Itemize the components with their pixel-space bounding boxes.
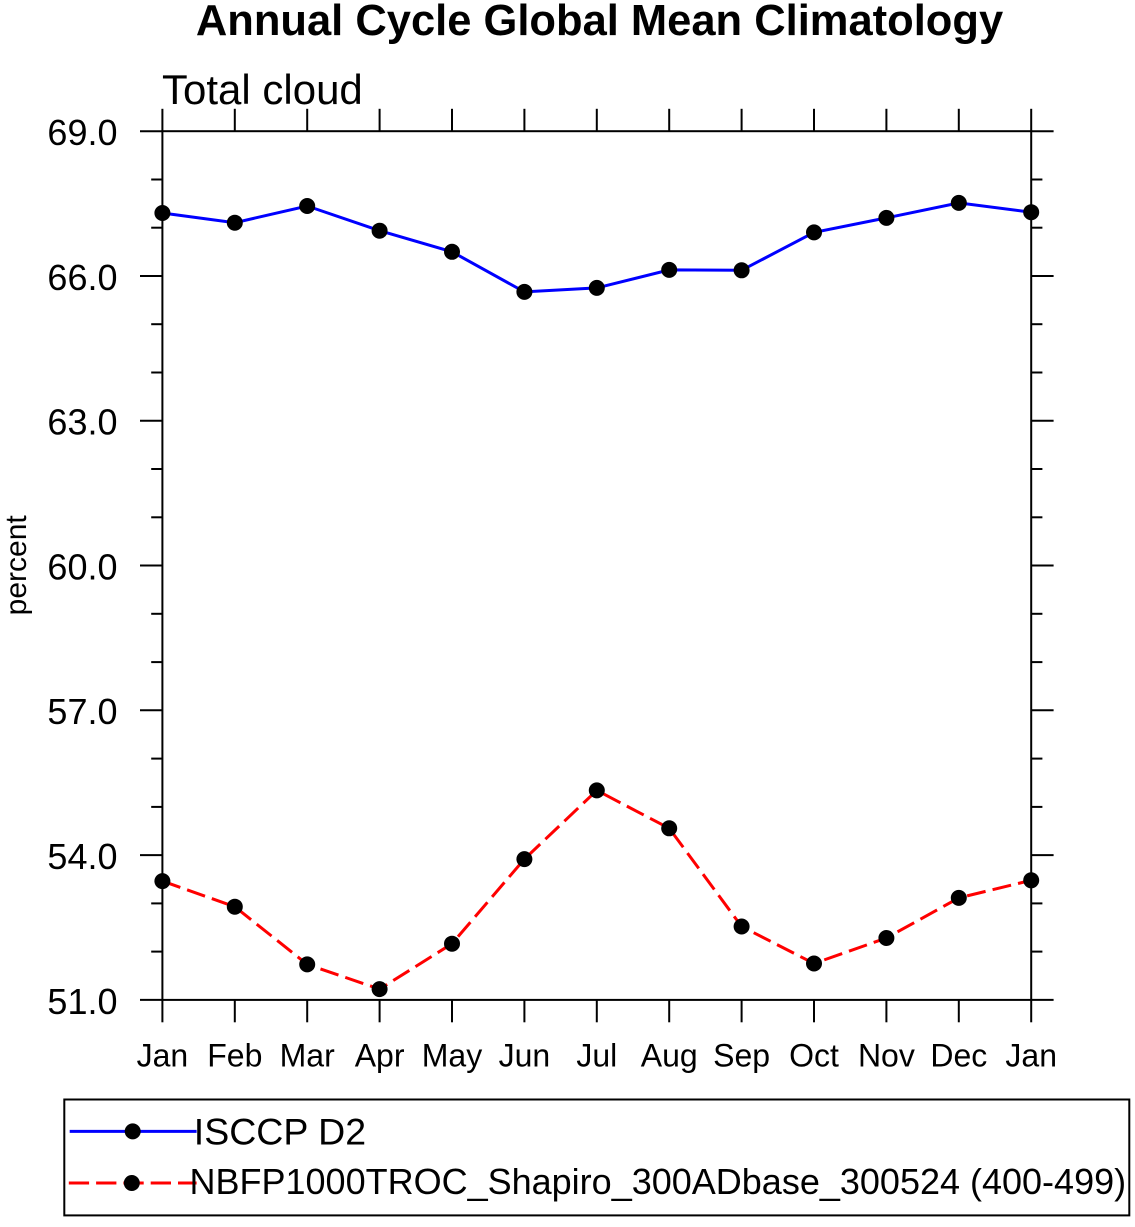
svg-text:Jan: Jan: [1005, 1038, 1057, 1074]
svg-text:NBFP1000TROC_Shapiro_300ADbase: NBFP1000TROC_Shapiro_300ADbase_300524 (4…: [190, 1161, 1127, 1202]
svg-text:66.0: 66.0: [47, 257, 117, 298]
svg-text:Jun: Jun: [499, 1038, 551, 1074]
svg-text:Feb: Feb: [207, 1038, 262, 1074]
svg-text:69.0: 69.0: [47, 112, 117, 153]
svg-text:Mar: Mar: [280, 1038, 335, 1074]
svg-text:Sep: Sep: [713, 1038, 770, 1074]
svg-text:ISCCP D2: ISCCP D2: [194, 1111, 366, 1153]
svg-text:60.0: 60.0: [47, 546, 117, 587]
svg-text:Oct: Oct: [789, 1038, 839, 1074]
svg-text:May: May: [422, 1038, 482, 1074]
svg-text:57.0: 57.0: [47, 691, 117, 732]
svg-text:Annual Cycle Global Mean Clima: Annual Cycle Global Mean Climatology: [196, 0, 1003, 45]
svg-text:63.0: 63.0: [47, 402, 117, 443]
svg-text:percent: percent: [0, 515, 33, 616]
svg-text:Apr: Apr: [355, 1038, 405, 1074]
svg-text:Aug: Aug: [641, 1038, 698, 1074]
svg-text:Nov: Nov: [858, 1038, 915, 1074]
svg-text:Jan: Jan: [137, 1038, 189, 1074]
svg-text:51.0: 51.0: [47, 981, 117, 1022]
svg-text:Dec: Dec: [930, 1038, 987, 1074]
svg-text:Jul: Jul: [576, 1038, 617, 1074]
svg-text:Total cloud: Total cloud: [162, 66, 363, 113]
svg-text:54.0: 54.0: [47, 836, 117, 877]
